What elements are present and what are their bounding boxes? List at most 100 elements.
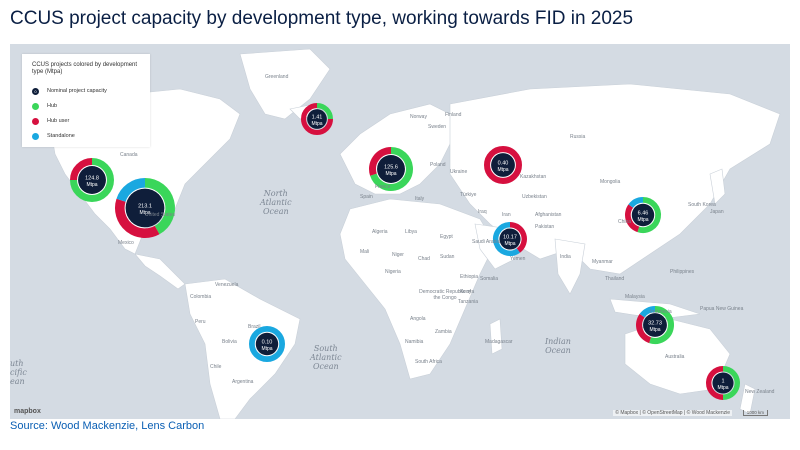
ring-segment-hub-user	[301, 103, 333, 135]
country-label: India	[560, 254, 571, 260]
ring-segment-standalone	[628, 197, 644, 209]
country-label: Pakistan	[535, 224, 555, 230]
map-scale: 1000 km	[742, 410, 768, 416]
source-note: Source: Wood Mackenzie, Lens Carbon	[10, 420, 205, 432]
legend-item-hub: Hub	[32, 101, 57, 111]
nominal-capacity-center	[125, 188, 165, 228]
ring-segment-hub-user	[484, 146, 523, 185]
land-japan	[709, 168, 726, 205]
ocean-label-south-pacific: uth cific ean	[10, 359, 27, 386]
country-label: Greenland	[265, 74, 289, 80]
ring-segment-hub	[70, 158, 114, 202]
ocean-label-north-atlantic: North Atlantic Ocean	[260, 189, 292, 216]
country-label: Italy	[415, 196, 425, 202]
nominal-capacity-center	[643, 313, 667, 337]
country-label: Democratic Republic of the Congo	[419, 289, 471, 301]
hub-swatch	[32, 102, 39, 110]
ring-segment-hub-user	[369, 147, 392, 176]
land-indonesia	[609, 298, 701, 320]
ocean-label-indian: Indian Ocean	[545, 337, 571, 355]
country-label: Bolivia	[222, 339, 237, 345]
nominal-capacity-center	[712, 372, 734, 394]
country-label: South Korea	[688, 202, 716, 208]
capacity-value-label: 0.40	[498, 161, 509, 167]
ring-segment-standalone	[639, 306, 656, 318]
country-label: Chile	[210, 364, 222, 370]
country-label: Philippines	[670, 269, 695, 275]
capacity-value-label: 1	[721, 379, 724, 385]
ring-segment-hub	[370, 147, 413, 191]
legend-label: Nominal project capacity	[47, 88, 107, 94]
capacity-value-label: 1.41	[312, 115, 323, 121]
country-label: Kazakhstan	[520, 174, 547, 180]
ring-segment-hub	[649, 306, 674, 344]
country-label: Kenya	[460, 289, 475, 295]
world-map[interactable]: 1.41 Mtpa 124.8 Mtpa 213.1 Mtpa 125.6 Mtpa 0.40 M…	[10, 44, 790, 419]
country-label: Namibia	[405, 339, 424, 345]
country-label: Colombia	[190, 294, 212, 300]
country-label: Brazil	[248, 324, 261, 330]
legend-label: Hub	[47, 103, 58, 109]
ring-segment-hub-user	[625, 204, 640, 233]
land-south-america	[184, 278, 301, 419]
country-label: Sudan	[440, 254, 455, 260]
capacity-unit-label: Mtpa	[504, 241, 515, 247]
ring-segment-hub	[637, 197, 661, 233]
country-label: Tanzania	[458, 299, 479, 305]
country-label: Somalia	[480, 276, 499, 282]
country-label: South Africa	[415, 359, 442, 365]
country-label: United States	[145, 212, 176, 218]
country-label: Argentina	[232, 379, 254, 385]
ring-segment-hub-user	[636, 313, 652, 344]
country-label: Niger	[392, 252, 404, 258]
hub-user-swatch	[32, 117, 39, 125]
ring-segment-standalone	[493, 222, 520, 256]
country-label: Yemen	[510, 256, 526, 262]
land-madagascar	[489, 318, 503, 355]
country-label: Myanmar	[592, 259, 613, 265]
ocean-label-south-atlantic: South Atlantic Ocean	[310, 344, 342, 371]
map-canvas: 1.41Mtpa124.8Mtpa213.1Mtpa125.6Mtpa0.40M…	[49, 48, 781, 419]
project-rings: 1.41Mtpa124.8Mtpa213.1Mtpa125.6Mtpa0.40M…	[70, 103, 740, 400]
legend-item-hub-user: Hub user	[32, 116, 69, 126]
country-label: Sweden	[428, 124, 447, 130]
country-label: Poland	[430, 162, 446, 168]
land-africa	[339, 198, 496, 380]
country-label: Thailand	[605, 276, 625, 282]
country-label: Uzbekistan	[522, 194, 547, 200]
country-label: Saudi Arabia	[472, 239, 501, 245]
country-label: Russia	[570, 134, 586, 140]
legend-label: Hub user	[47, 118, 70, 124]
capacity-value-label: 6.46	[638, 211, 649, 217]
country-label: Spain	[360, 194, 373, 200]
map-attribution[interactable]: © Mapbox | © OpenStreetMap | © Wood Mack…	[613, 410, 732, 416]
mapbox-logo[interactable]: mapbox	[14, 408, 41, 415]
country-label: Algeria	[372, 229, 388, 235]
nominal-capacity-center	[255, 332, 279, 356]
land-central-america	[134, 253, 186, 290]
nominal-capacity-center	[78, 166, 106, 194]
country-label: Chad	[418, 256, 430, 262]
nominal-capacity-center	[307, 109, 327, 129]
capacity-unit-label: Mtpa	[86, 182, 97, 188]
capacity-unit-label: Mtpa	[261, 346, 272, 352]
country-label: Mongolia	[600, 179, 621, 185]
nominal-capacity-center	[631, 203, 655, 227]
capacity-value-label: 10.17	[503, 235, 517, 241]
ring-segment-hub-user	[509, 222, 527, 253]
legend-label: Standalone	[47, 133, 75, 139]
country-label: Ukraine	[450, 169, 468, 175]
country-label: Zambia	[435, 329, 452, 335]
country-label: Canada	[120, 152, 138, 158]
nominal-capacity-center	[377, 155, 405, 183]
